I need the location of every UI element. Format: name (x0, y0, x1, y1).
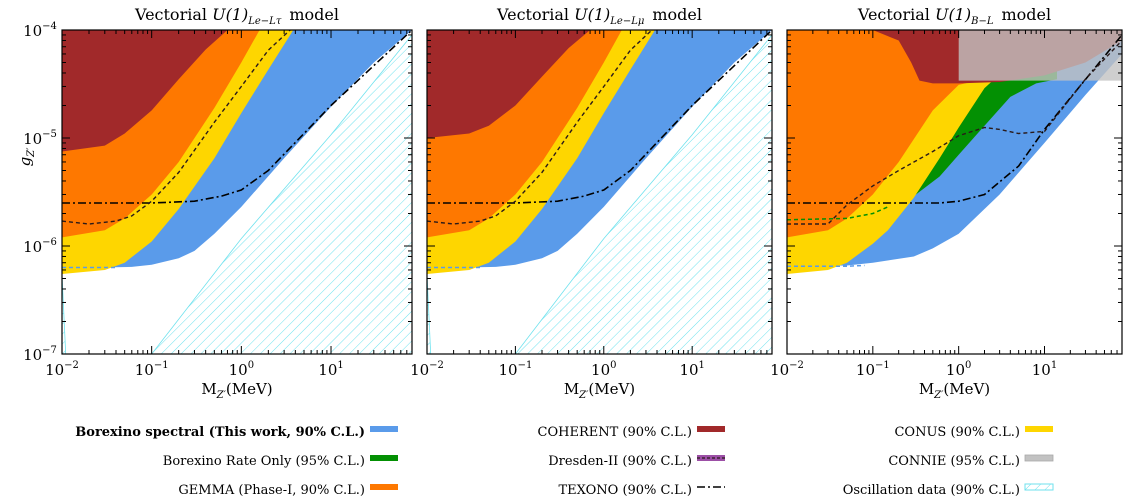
panel-3-x-axis-label: MZ′(MeV) (919, 380, 990, 401)
legend-label-borexino: Borexino spectral (This work, 90% C.L.) (75, 425, 365, 440)
legend-label-texono: TEXONO (90% C.L.) (558, 483, 692, 498)
panel-1-oscillation-region (62, 34, 412, 354)
panel-1-texono-line (62, 30, 412, 204)
panel-1-y-tick-label: 10−7 (23, 345, 57, 364)
panel-2-plot-area (427, 30, 772, 354)
panel-2-oscillation-region (427, 34, 772, 354)
panel-2-ticks: 10−2 10−1 100 101 (410, 29, 773, 379)
legend-label-rate: Borexino Rate Only (95% C.L.) (163, 454, 365, 469)
panel-2-x-tick-label: 10−1 (498, 360, 532, 379)
panel-1-coherent-region (62, 30, 228, 152)
legend-swatch-borexino (370, 426, 398, 432)
panel-2-title: Vectorial U(1)Le−Lμ model (496, 5, 702, 27)
panel-3-title: Vectorial U(1)B−L model (857, 5, 1051, 27)
panel-2-texono-line (427, 30, 772, 204)
panel-3: 10−2 10−1 100 101 Vectorial U(1)B−L model MZ… (770, 5, 1123, 401)
panel-2-x-tick-label: 101 (679, 360, 704, 379)
legend-label-connie: CONNIE (95% C.L.) (888, 454, 1020, 469)
panel-3-connie-region (958, 30, 1122, 81)
panel-1-y-tick-label: 10−4 (23, 21, 57, 40)
panel-3-dresden-line (787, 40, 1122, 225)
panel-2-dresden-line (427, 30, 653, 225)
panel-1-y-axis-label: gZ′ (16, 147, 37, 167)
panel-3-gemma-region (787, 30, 972, 238)
panel-1-y-tick-label: 10−5 (23, 129, 57, 148)
panel-1-x-tick-label: 10−2 (45, 360, 79, 379)
legend: Borexino spectral (This work, 90% C.L.) B… (75, 425, 1054, 498)
panel-1-dresden-line (62, 30, 291, 225)
legend-swatch-dresden (697, 455, 725, 461)
legend-swatch-oscillation (1024, 483, 1054, 491)
panel-1-x-axis-label: MZ′(MeV) (201, 380, 272, 401)
panel-2: 10−2 10−1 100 101 Vectorial U(1)Le−Lμ model … (410, 5, 773, 401)
panel-3-plot-area (787, 30, 1122, 274)
legend-label-gemma: GEMMA (Phase-I, 90% C.L.) (178, 483, 365, 498)
panel-2-x-tick-label: 100 (591, 360, 616, 379)
legend-label-coherent: COHERENT (90% C.L.) (538, 425, 692, 440)
legend-swatch-conus (1025, 426, 1053, 432)
legend-swatch-coherent (697, 426, 725, 432)
panel-3-x-tick-label: 100 (946, 360, 971, 379)
panel-1-plot-area (62, 30, 412, 354)
legend-label-oscillation: Oscillation data (90% C.L.) (843, 483, 1020, 498)
panel-1-y-tick-label: 10−6 (23, 237, 57, 256)
panel-3-ticks: 10−2 10−1 100 101 (770, 29, 1123, 379)
panel-1: 10−2 10−1 100 101 10−7 10−6 10−5 10−4 Vectorial… (16, 5, 413, 401)
legend-swatch-rate (370, 455, 398, 461)
panel-3-oscillation-dashed-line (787, 264, 865, 267)
panel-2-coherent-region (427, 30, 591, 138)
legend-label-conus: CONUS (90% C.L.) (894, 425, 1020, 440)
panel-3-x-tick-label: 10−1 (856, 360, 890, 379)
panel-2-x-axis-label: MZ′(MeV) (564, 380, 635, 401)
panel-3-x-tick-label: 10−2 (770, 360, 804, 379)
panel-1-ticks: 10−2 10−1 100 101 10−7 10−6 10−5 10−4 (23, 21, 413, 379)
legend-swatch-connie (1024, 454, 1054, 462)
panel-2-x-tick-label: 10−2 (410, 360, 444, 379)
panel-3-x-tick-label: 101 (1032, 360, 1057, 379)
legend-swatch-gemma (370, 484, 398, 490)
panel-3-rate-dashed-line (787, 206, 889, 221)
panel-1-x-tick-label: 101 (318, 360, 343, 379)
panel-1-x-tick-label: 100 (229, 360, 254, 379)
panel-1-x-tick-label: 10−1 (135, 360, 169, 379)
legend-label-dresden: Dresden-II (90% C.L.) (548, 454, 692, 469)
panel-3-texono-line (787, 34, 1122, 204)
panel-1-title: Vectorial U(1)Le−Lτ model (134, 5, 339, 27)
